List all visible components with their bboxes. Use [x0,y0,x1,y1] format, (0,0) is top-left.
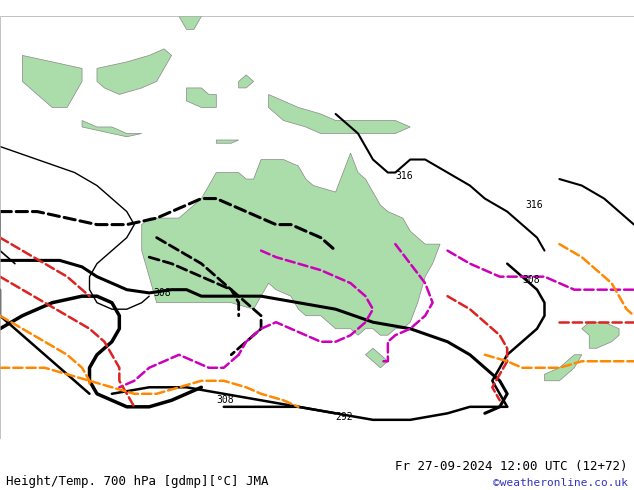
Polygon shape [82,121,142,137]
Text: 308: 308 [216,395,234,405]
Text: 316: 316 [396,171,413,181]
Polygon shape [582,322,619,348]
Text: 292: 292 [335,412,353,421]
Polygon shape [545,355,582,381]
Polygon shape [365,348,388,368]
Text: Fr 27-09-2024 12:00 UTC (12+72): Fr 27-09-2024 12:00 UTC (12+72) [395,460,628,473]
Polygon shape [97,49,172,95]
Polygon shape [22,55,82,107]
Polygon shape [238,75,254,88]
Polygon shape [186,88,216,107]
Text: Height/Temp. 700 hPa [gdmp][°C] JMA: Height/Temp. 700 hPa [gdmp][°C] JMA [6,474,269,488]
Text: 308: 308 [153,288,171,298]
Text: ©weatheronline.co.uk: ©weatheronline.co.uk [493,478,628,488]
Polygon shape [216,140,238,143]
Polygon shape [269,95,410,133]
Text: 308: 308 [522,275,540,285]
Polygon shape [142,153,440,335]
Polygon shape [172,0,202,29]
Text: 316: 316 [526,200,543,210]
